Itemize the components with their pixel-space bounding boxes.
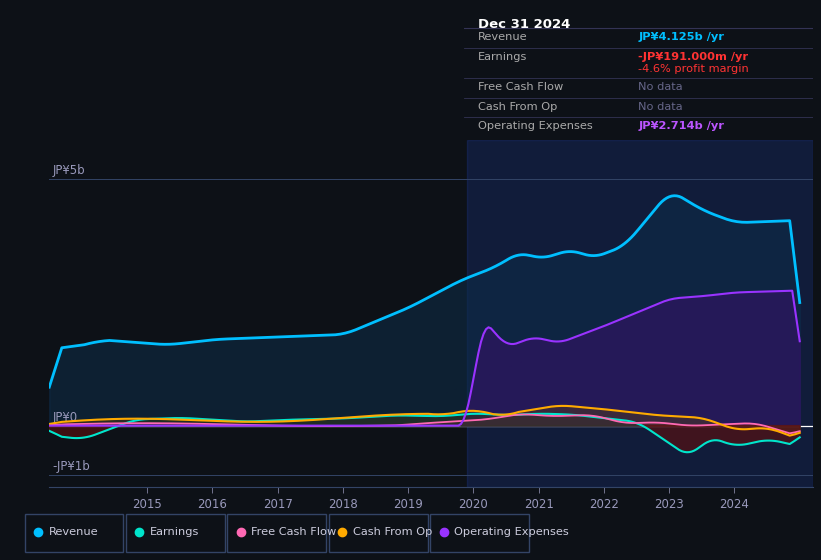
Bar — [467, 140, 813, 487]
Text: Earnings: Earnings — [478, 52, 527, 62]
Text: JP¥2.714b /yr: JP¥2.714b /yr — [639, 122, 724, 132]
Text: JP¥5b: JP¥5b — [53, 164, 85, 177]
Text: -4.6% profit margin: -4.6% profit margin — [639, 64, 749, 74]
Text: Revenue: Revenue — [478, 32, 527, 43]
Text: Cash From Op: Cash From Op — [353, 527, 432, 537]
Text: Earnings: Earnings — [150, 527, 200, 537]
Text: JP¥0: JP¥0 — [53, 411, 78, 424]
Text: -JP¥1b: -JP¥1b — [53, 460, 90, 473]
Text: Dec 31 2024: Dec 31 2024 — [478, 18, 571, 31]
Text: Free Cash Flow: Free Cash Flow — [478, 82, 563, 92]
Text: Operating Expenses: Operating Expenses — [478, 122, 593, 132]
Text: No data: No data — [639, 101, 683, 111]
Text: Revenue: Revenue — [48, 527, 99, 537]
Text: Cash From Op: Cash From Op — [478, 101, 557, 111]
Text: No data: No data — [639, 82, 683, 92]
Text: Free Cash Flow: Free Cash Flow — [251, 527, 337, 537]
Text: JP¥4.125b /yr: JP¥4.125b /yr — [639, 32, 724, 43]
Text: Operating Expenses: Operating Expenses — [454, 527, 569, 537]
Text: -JP¥191.000m /yr: -JP¥191.000m /yr — [639, 52, 749, 62]
